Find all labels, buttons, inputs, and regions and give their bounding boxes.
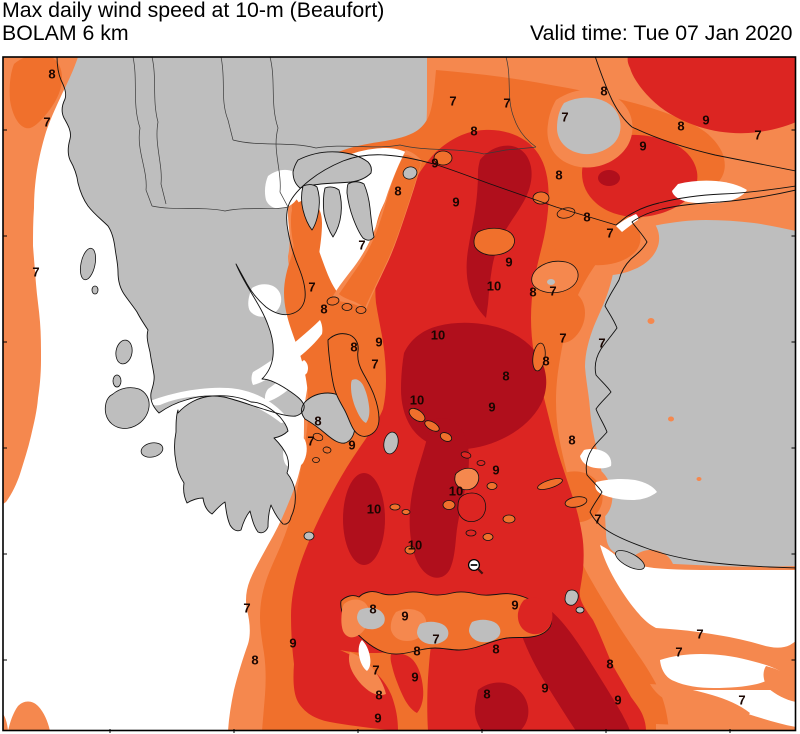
svg-text:7: 7 [43, 115, 50, 130]
svg-text:8: 8 [320, 302, 327, 317]
svg-text:8: 8 [583, 210, 590, 225]
svg-text:9: 9 [401, 609, 408, 624]
svg-text:9: 9 [541, 681, 548, 696]
svg-text:7: 7 [738, 693, 745, 708]
svg-text:7: 7 [307, 434, 314, 449]
svg-text:8: 8 [529, 285, 536, 300]
svg-text:7: 7 [549, 284, 556, 299]
svg-text:9: 9 [431, 156, 438, 171]
svg-text:9: 9 [289, 636, 296, 651]
svg-text:8: 8 [413, 644, 420, 659]
svg-text:8: 8 [600, 84, 607, 99]
svg-text:8: 8 [542, 354, 549, 369]
svg-text:7: 7 [598, 336, 605, 351]
svg-text:9: 9 [511, 598, 518, 613]
svg-text:8: 8 [394, 184, 401, 199]
svg-text:7: 7 [754, 128, 761, 143]
svg-text:7: 7 [606, 226, 613, 241]
svg-text:9: 9 [375, 335, 382, 350]
svg-text:8: 8 [483, 687, 490, 702]
svg-text:7: 7 [371, 357, 378, 372]
svg-text:7: 7 [561, 110, 568, 125]
svg-text:7: 7 [449, 94, 456, 109]
svg-text:7: 7 [675, 645, 682, 660]
svg-text:8: 8 [568, 433, 575, 448]
svg-text:8: 8 [375, 688, 382, 703]
svg-text:8: 8 [251, 653, 258, 668]
svg-text:7: 7 [308, 280, 315, 295]
svg-text:7: 7 [559, 331, 566, 346]
svg-text:10: 10 [408, 538, 422, 553]
svg-text:10: 10 [431, 328, 445, 343]
svg-text:7: 7 [432, 632, 439, 647]
svg-text:7: 7 [594, 512, 601, 527]
svg-text:10: 10 [410, 393, 424, 408]
svg-text:7: 7 [243, 601, 250, 616]
svg-text:9: 9 [702, 113, 709, 128]
svg-text:9: 9 [488, 400, 495, 415]
svg-text:7: 7 [358, 238, 365, 253]
svg-text:8: 8 [492, 642, 499, 657]
svg-text:8: 8 [470, 124, 477, 139]
svg-text:8: 8 [314, 414, 321, 429]
svg-text:10: 10 [487, 279, 501, 294]
svg-text:10: 10 [449, 484, 463, 499]
svg-text:8: 8 [502, 369, 509, 384]
svg-text:8: 8 [606, 657, 613, 672]
svg-text:7: 7 [503, 96, 510, 111]
svg-text:7: 7 [696, 627, 703, 642]
svg-text:9: 9 [614, 693, 621, 708]
svg-text:9: 9 [492, 463, 499, 478]
svg-text:8: 8 [350, 340, 357, 355]
svg-text:9: 9 [348, 438, 355, 453]
svg-text:8: 8 [48, 67, 55, 82]
svg-text:9: 9 [639, 139, 646, 154]
svg-text:8: 8 [555, 168, 562, 183]
svg-text:7: 7 [372, 663, 379, 678]
svg-text:8: 8 [677, 119, 684, 134]
svg-text:9: 9 [452, 195, 459, 210]
svg-text:9: 9 [374, 711, 381, 726]
svg-text:7: 7 [32, 265, 39, 280]
svg-text:9: 9 [411, 670, 418, 685]
svg-text:9: 9 [505, 255, 512, 270]
svg-text:10: 10 [367, 502, 381, 517]
svg-text:8: 8 [369, 602, 376, 617]
